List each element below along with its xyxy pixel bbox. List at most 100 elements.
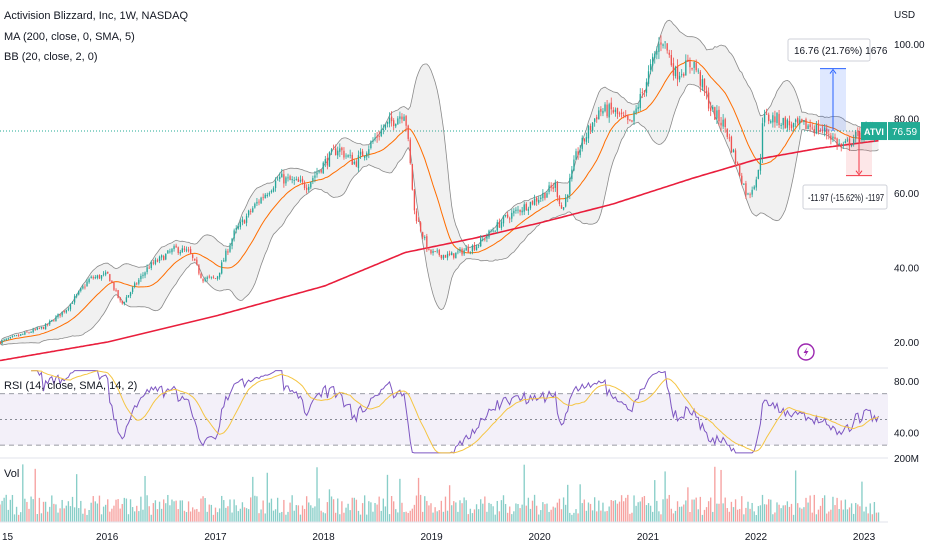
volume-bar[interactable]: [699, 496, 702, 522]
volume-bar[interactable]: [22, 464, 24, 522]
candle[interactable]: [51, 319, 53, 322]
volume-bar[interactable]: [314, 506, 316, 522]
candle[interactable]: [102, 271, 105, 277]
candle[interactable]: [42, 326, 45, 330]
candle[interactable]: [5, 338, 7, 341]
volume-bar[interactable]: [664, 471, 666, 522]
candle[interactable]: [477, 244, 480, 249]
volume-bar[interactable]: [821, 498, 824, 522]
candle[interactable]: [440, 254, 443, 260]
volume-bar[interactable]: [312, 507, 314, 522]
volume-bar[interactable]: [867, 513, 869, 522]
measure-up-label[interactable]: 16.76 (21.76%) 1676: [787, 38, 888, 62]
candle[interactable]: [761, 117, 764, 163]
candle[interactable]: [517, 206, 519, 214]
volume-bar[interactable]: [424, 496, 426, 522]
volume-bar[interactable]: [786, 501, 789, 522]
volume-bar[interactable]: [355, 499, 358, 522]
candle[interactable]: [666, 43, 668, 54]
candle[interactable]: [794, 118, 797, 128]
volume-bar[interactable]: [527, 497, 530, 522]
volume-bar[interactable]: [67, 501, 70, 522]
volume-bar[interactable]: [351, 497, 353, 522]
candle[interactable]: [225, 248, 227, 263]
candle[interactable]: [463, 248, 465, 256]
candle[interactable]: [579, 145, 581, 158]
volume-bar[interactable]: [397, 512, 399, 522]
candle[interactable]: [419, 221, 422, 233]
candle[interactable]: [413, 189, 416, 215]
candle[interactable]: [376, 131, 378, 143]
candle[interactable]: [308, 183, 310, 193]
candle[interactable]: [633, 110, 635, 126]
candle[interactable]: [57, 313, 59, 319]
candle[interactable]: [622, 111, 625, 119]
volume-bar[interactable]: [148, 506, 150, 522]
volume-bar[interactable]: [622, 501, 625, 522]
candle[interactable]: [486, 233, 488, 243]
volume-bar[interactable]: [318, 498, 320, 522]
volume-bar[interactable]: [175, 500, 177, 522]
volume-bar[interactable]: [850, 503, 853, 522]
candle[interactable]: [256, 197, 258, 206]
volume-bar[interactable]: [84, 508, 86, 522]
volume-bar[interactable]: [792, 514, 795, 522]
candle[interactable]: [573, 155, 575, 172]
candle[interactable]: [252, 206, 254, 213]
candle[interactable]: [148, 265, 150, 269]
candle[interactable]: [805, 117, 807, 130]
volume-bar[interactable]: [134, 511, 136, 522]
volume-bar[interactable]: [32, 499, 34, 522]
lightning-icon[interactable]: [797, 343, 815, 361]
volume-bar[interactable]: [726, 508, 728, 522]
volume-bar[interactable]: [564, 504, 567, 522]
volume-bar[interactable]: [457, 511, 459, 522]
candle[interactable]: [681, 69, 683, 78]
volume-bar[interactable]: [395, 509, 397, 522]
volume-bar[interactable]: [426, 500, 428, 522]
volume-bar[interactable]: [254, 495, 256, 522]
volume-bar[interactable]: [208, 504, 210, 522]
volume-bar[interactable]: [652, 511, 654, 522]
volume-bar[interactable]: [361, 503, 364, 522]
volume-bar[interactable]: [374, 502, 376, 522]
candle[interactable]: [575, 148, 577, 161]
candle[interactable]: [158, 255, 161, 264]
candle[interactable]: [3, 338, 5, 342]
volume-bar[interactable]: [125, 498, 128, 522]
volume-bar[interactable]: [593, 497, 596, 522]
candle[interactable]: [111, 280, 113, 284]
candle[interactable]: [577, 147, 579, 160]
volume-bar[interactable]: [225, 507, 227, 522]
candle[interactable]: [65, 309, 67, 314]
volume-bar[interactable]: [656, 500, 658, 522]
candle[interactable]: [608, 102, 610, 123]
volume-bar[interactable]: [589, 503, 592, 522]
volume-bar[interactable]: [113, 505, 115, 522]
volume-bar[interactable]: [436, 511, 438, 522]
volume-bar[interactable]: [328, 489, 331, 522]
volume-bar[interactable]: [419, 494, 422, 522]
volume-bar[interactable]: [815, 514, 818, 522]
volume-bar[interactable]: [558, 498, 561, 522]
candle[interactable]: [801, 118, 803, 123]
candle[interactable]: [100, 274, 103, 281]
candle[interactable]: [183, 245, 186, 252]
candle[interactable]: [185, 246, 188, 253]
candle[interactable]: [770, 119, 772, 124]
candle[interactable]: [92, 275, 94, 280]
candle[interactable]: [732, 148, 735, 153]
volume-bar[interactable]: [649, 505, 652, 522]
candle[interactable]: [428, 248, 430, 251]
candle[interactable]: [500, 219, 503, 231]
candle[interactable]: [527, 206, 530, 216]
candle[interactable]: [743, 183, 745, 185]
candle[interactable]: [152, 259, 155, 266]
candle[interactable]: [198, 264, 200, 276]
candle[interactable]: [782, 117, 784, 130]
volume-bar[interactable]: [61, 499, 63, 522]
candle[interactable]: [811, 122, 813, 131]
candle[interactable]: [734, 148, 737, 167]
volume-bar[interactable]: [500, 500, 503, 522]
